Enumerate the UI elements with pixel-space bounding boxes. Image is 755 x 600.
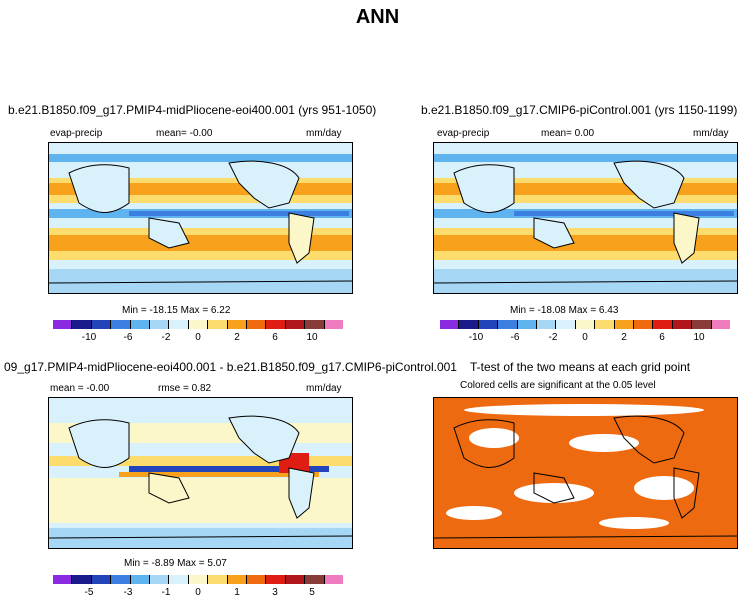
panel3-map-svg (49, 398, 352, 548)
colorbar-tick: 10 (693, 332, 705, 343)
panel1-min-max: Min = -18.15 Max = 6.22 (122, 305, 231, 316)
colorbar-tick: 5 (309, 587, 315, 598)
panel3-min-max: Min = -8.89 Max = 5.07 (124, 558, 227, 569)
panel2-run-label: b.e21.B1850.f09_g17.CMIP6-piControl.001 … (421, 103, 738, 117)
panel4-run-label: T-test of the two means at each grid poi… (470, 360, 691, 374)
colorbar-tick: -10 (81, 332, 97, 343)
panel4-map-svg (434, 398, 737, 548)
colorbar-tick: -2 (161, 332, 171, 343)
colorbar-tick: 6 (659, 332, 665, 343)
colorbar-tick: -2 (548, 332, 558, 343)
panel3-mean: mean = -0.00 (50, 383, 110, 394)
panel2-variable: evap-precip (437, 128, 490, 139)
panel1-colorbar (53, 320, 344, 329)
colorbar-tick: 0 (195, 332, 201, 343)
panel2-mean: mean= 0.00 (541, 128, 595, 139)
colorbar-tick: -6 (510, 332, 520, 343)
panel1-map (48, 142, 353, 294)
panel3-units: mm/day (306, 383, 342, 394)
panel4-map (433, 397, 738, 549)
colorbar-tick: -6 (123, 332, 133, 343)
panel1-mean: mean= -0.00 (156, 128, 213, 139)
panel4-note: Colored cells are significant at the 0.0… (460, 380, 656, 391)
panel2-map-svg (434, 143, 737, 293)
colorbar-tick: 2 (621, 332, 627, 343)
panel1-units: mm/day (306, 128, 342, 139)
colorbar-tick: 3 (272, 587, 278, 598)
panel1-map-svg (49, 143, 352, 293)
panel2-map (433, 142, 738, 294)
colorbar-tick: 10 (306, 332, 318, 343)
colorbar-tick: 0 (582, 332, 588, 343)
figure-title: ANN (355, 6, 400, 28)
colorbar-tick: 6 (272, 332, 278, 343)
colorbar-tick: 2 (234, 332, 240, 343)
panel3-colorbar (53, 575, 344, 584)
colorbar-tick: -5 (84, 587, 94, 598)
panel1-run-label: b.e21.B1850.f09_g17.PMIP4-midPliocene-eo… (8, 103, 377, 117)
panel1-variable: evap-precip (50, 128, 103, 139)
panel3-rmse: rmse = 0.82 (158, 383, 212, 394)
panel2-units: mm/day (693, 128, 729, 139)
panel3-run-label: 09_g17.PMIP4-midPliocene-eoi400.001 - b.… (4, 360, 457, 374)
panel1-colorbar-ticks: -10 -6 -2 0 2 6 10 (53, 332, 343, 344)
panel2-colorbar (440, 320, 731, 329)
panel3-colorbar-ticks: -5 -3 -1 0 1 3 5 (53, 587, 343, 599)
panel3-map (48, 397, 353, 549)
panel2-colorbar-ticks: -10 -6 -2 0 2 6 10 (440, 332, 730, 344)
colorbar-tick: -3 (123, 587, 133, 598)
colorbar-tick: 1 (234, 587, 240, 598)
colorbar-tick: -1 (161, 587, 171, 598)
colorbar-tick: -10 (468, 332, 484, 343)
panel2-min-max: Min = -18.08 Max = 6.43 (510, 305, 619, 316)
colorbar-tick: 0 (195, 587, 201, 598)
